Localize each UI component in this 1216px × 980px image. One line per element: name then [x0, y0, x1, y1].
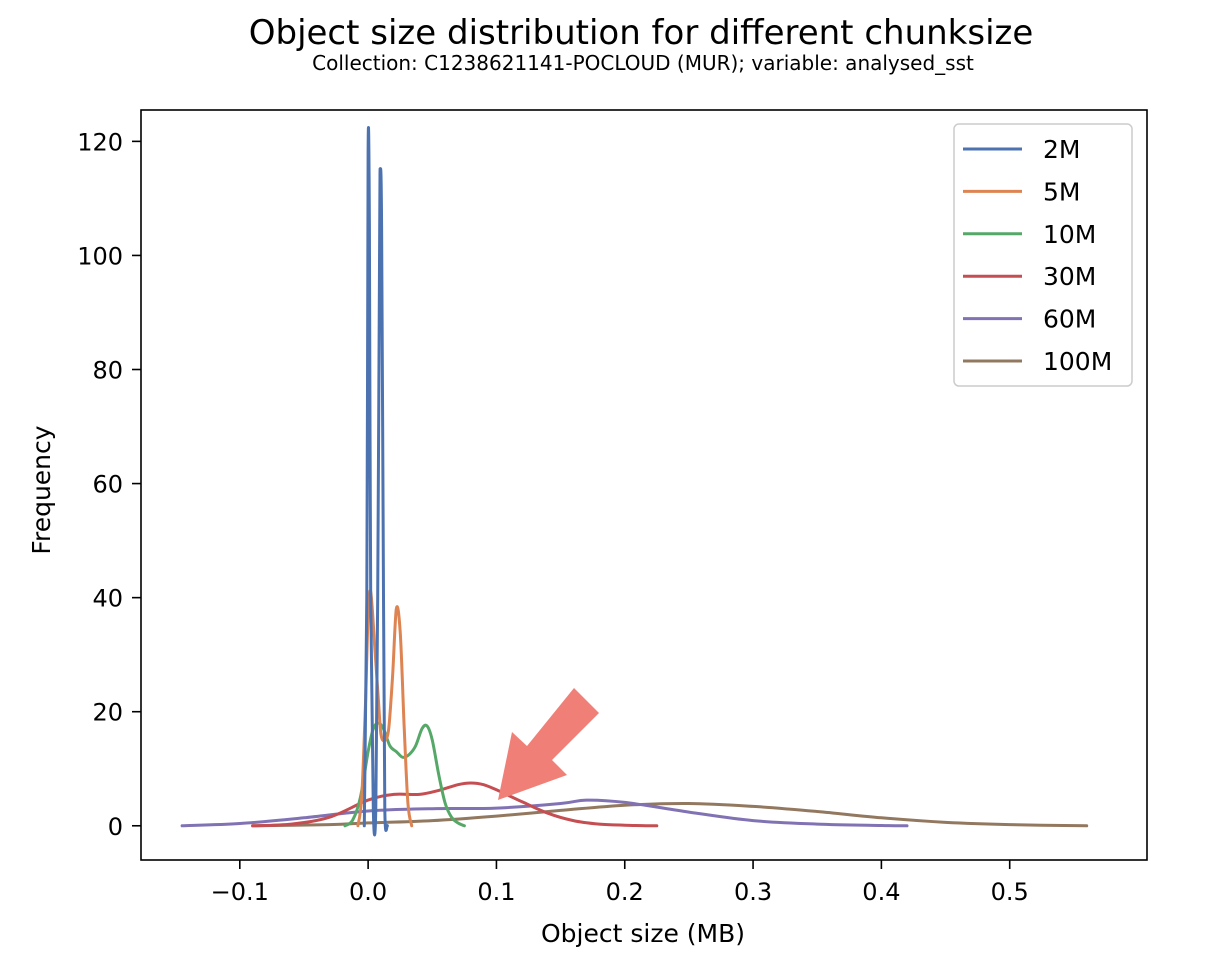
x-tick-label: 0.3 [734, 878, 772, 906]
legend-label: 2M [1043, 135, 1080, 164]
y-tick-label: 20 [92, 699, 123, 727]
plot-area-frame [140, 109, 1148, 861]
x-tick-label: −0.1 [211, 878, 269, 906]
legend-label: 60M [1043, 305, 1096, 334]
legend-box [953, 123, 1133, 387]
x-tick-label: 0.4 [862, 878, 900, 906]
x-tick-label: 0.0 [349, 878, 387, 906]
annotation-arrow [498, 688, 599, 800]
x-tick-label: 0.1 [477, 878, 515, 906]
x-tick-label: 0.2 [606, 878, 644, 906]
series-line-100m [251, 801, 1089, 828]
y-axis-ticks: 0 20 40 60 80 100 120 [77, 128, 141, 841]
series-line-60m [180, 798, 909, 828]
y-tick-label: 120 [77, 128, 123, 156]
chart-subtitle: Collection: C1238621141-POCLOUD (MUR); v… [312, 51, 974, 75]
y-tick-label: 0 [108, 813, 123, 841]
y-tick-label: 60 [92, 471, 123, 499]
y-tick-label: 100 [77, 242, 123, 270]
y-axis-label: Frequency [27, 425, 56, 554]
legend-label: 30M [1043, 262, 1096, 291]
legend-label: 5M [1043, 177, 1080, 206]
y-tick-label: 80 [92, 357, 123, 385]
series-lines [180, 126, 1089, 837]
y-tick-label: 40 [92, 585, 123, 613]
series-line-2m [362, 126, 389, 837]
x-axis-label: Object size (MB) [541, 919, 745, 948]
x-tick-label: 0.5 [991, 878, 1029, 906]
chart-title: Object size distribution for different c… [249, 13, 1034, 53]
legend-label: 100M [1043, 347, 1112, 376]
x-axis-ticks: −0.1 0.0 0.1 0.2 0.3 0.4 0.5 [211, 860, 1029, 906]
legend-label: 10M [1043, 220, 1096, 249]
legend: 2M 5M 10M 30M 60M 100M [953, 123, 1133, 387]
